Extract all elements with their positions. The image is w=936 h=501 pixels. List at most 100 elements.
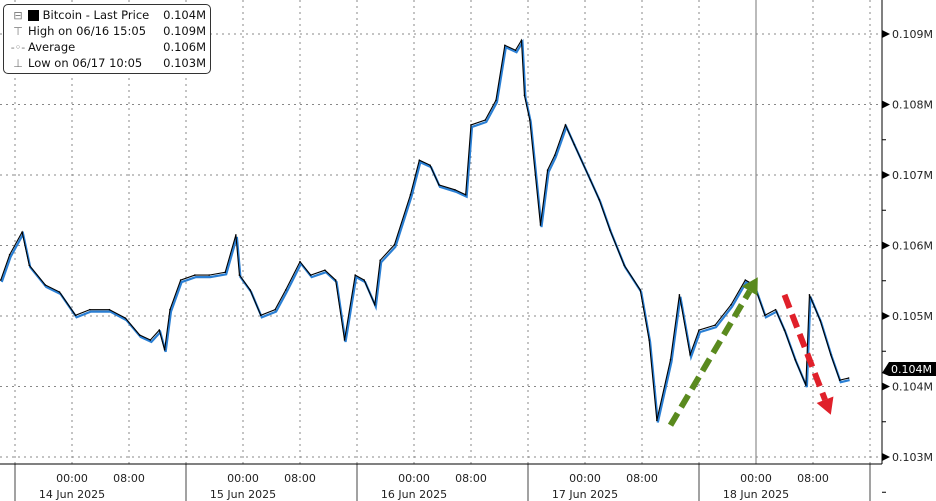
data-point <box>299 260 301 263</box>
data-point <box>274 308 276 311</box>
y-tick-label: 0.104M <box>892 381 933 394</box>
collapse-icon[interactable]: ⊟ <box>13 8 23 22</box>
data-point <box>343 339 346 341</box>
last-price-label: 0.104M <box>891 363 932 376</box>
data-point <box>169 308 171 311</box>
data-point <box>138 334 141 336</box>
data-point <box>484 119 487 121</box>
data-point <box>0 279 2 281</box>
data-point <box>418 159 421 161</box>
y-tick-arrow <box>882 171 890 179</box>
data-point <box>714 324 716 326</box>
data-point <box>124 317 127 319</box>
legend-average: -◦- Average 0.106M <box>8 39 206 55</box>
data-point <box>495 99 497 102</box>
data-point <box>774 308 777 311</box>
data-point <box>235 234 237 236</box>
data-point <box>744 279 747 281</box>
data-point <box>284 289 287 291</box>
legend-series-value: 0.104M <box>163 8 206 22</box>
data-point <box>598 198 601 201</box>
series-accent-line <box>0 38 850 423</box>
data-point <box>609 229 611 231</box>
y-tick-label: 0.108M <box>892 99 933 112</box>
legend-average-value: 0.106M <box>163 40 206 54</box>
data-point <box>639 289 642 291</box>
data-point <box>764 314 766 317</box>
legend-low-value: 0.103M <box>163 56 206 70</box>
data-point <box>819 319 821 322</box>
data-point <box>21 231 23 233</box>
data-point <box>830 353 832 356</box>
y-tick-arrow <box>882 241 890 250</box>
legend-series-label: Bitcoin - Last Price <box>42 8 150 22</box>
data-point <box>514 49 517 52</box>
data-point <box>539 224 542 226</box>
legend-high: ⊤ High on 06/16 15:05 0.109M <box>8 23 206 39</box>
data-point <box>429 164 431 166</box>
data-point <box>656 419 658 422</box>
data-point <box>260 314 262 317</box>
data-point <box>698 329 700 331</box>
data-point <box>648 339 650 341</box>
legend-low-label: Low on 06/17 10:05 <box>28 56 143 70</box>
data-point <box>794 358 796 361</box>
data-point <box>553 154 556 157</box>
data-point <box>374 303 376 306</box>
trend-arrow-head <box>816 396 834 415</box>
data-point <box>149 339 152 341</box>
trend-arrow-shaft <box>781 293 828 401</box>
data-point <box>546 169 549 171</box>
x-date-label: 18 Jun 2025 <box>723 488 789 501</box>
x-date-label: 17 Jun 2025 <box>552 488 618 501</box>
series-swatch <box>28 9 39 21</box>
data-point <box>208 274 210 276</box>
data-point <box>58 291 61 293</box>
data-point <box>504 44 506 47</box>
last-price-tag <box>882 362 936 377</box>
y-tick-arrow <box>882 30 890 38</box>
data-point <box>470 124 472 126</box>
trend-arrow-shaft <box>667 289 753 427</box>
data-point <box>564 124 567 126</box>
legend-high-label: High on 06/16 15:05 <box>28 24 147 38</box>
y-tick-label: 0.106M <box>892 240 933 253</box>
data-point <box>454 189 456 191</box>
data-point <box>589 179 592 181</box>
trend-arrow-head <box>741 277 758 296</box>
data-point <box>808 294 811 296</box>
x-time-label: 00:00 <box>227 472 259 485</box>
data-point <box>194 274 196 276</box>
x-time-label: 08:00 <box>797 472 829 485</box>
x-time-label: 08:00 <box>284 472 316 485</box>
data-point <box>163 349 166 351</box>
data-point <box>379 259 381 262</box>
x-time-label: 08:00 <box>626 472 658 485</box>
series-line <box>0 38 849 421</box>
data-point <box>74 314 77 317</box>
y-tick-arrow <box>882 453 890 461</box>
data-point <box>238 274 241 276</box>
data-point <box>678 294 681 296</box>
data-point <box>838 379 841 381</box>
y-tick-arrow <box>882 312 890 320</box>
x-time-label: 00:00 <box>398 472 430 485</box>
x-date-label: 14 Jun 2025 <box>39 488 105 501</box>
legend: ⊟ Bitcoin - Last Price 0.104M ⊤ High on 06… <box>3 4 211 74</box>
x-time-label: 08:00 <box>455 472 487 485</box>
low-marker-icon: ⊥ <box>13 56 23 70</box>
x-time-label: 00:00 <box>569 472 601 485</box>
data-point <box>249 289 251 291</box>
data-point <box>464 193 467 196</box>
data-point <box>8 253 11 256</box>
legend-high-value: 0.109M <box>163 24 206 38</box>
data-point <box>354 274 357 276</box>
legend-series: ⊟ Bitcoin - Last Price 0.104M <box>8 7 206 23</box>
data-point <box>623 264 625 267</box>
data-point <box>730 303 732 306</box>
data-point <box>324 269 326 271</box>
data-point <box>847 377 850 379</box>
y-tick-arrow <box>882 382 890 391</box>
data-point <box>669 358 672 361</box>
